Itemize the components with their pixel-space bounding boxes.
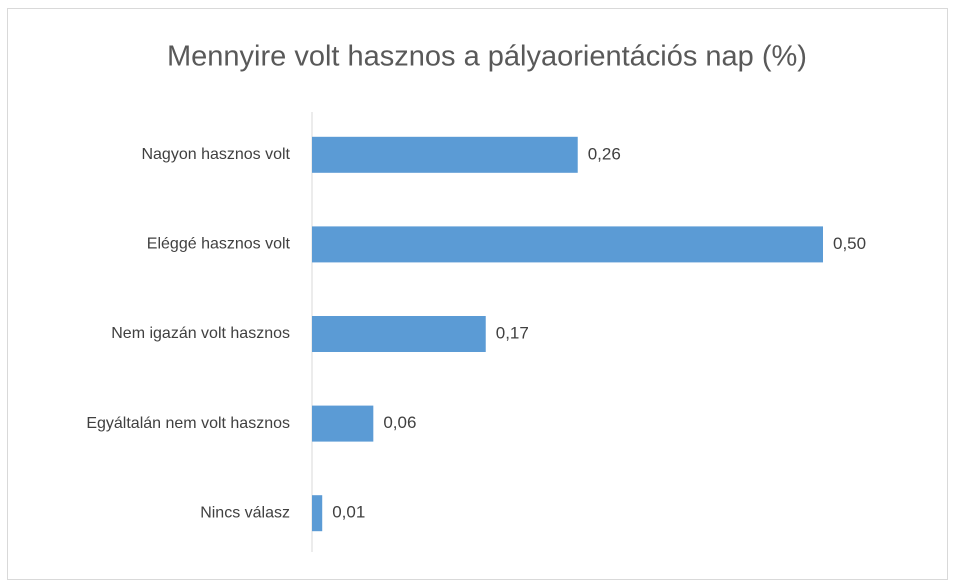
- data-label: 0,50: [833, 234, 866, 253]
- data-label: 0,01: [332, 503, 365, 522]
- bar: [312, 226, 823, 263]
- data-label: 0,17: [496, 323, 529, 342]
- category-label: Nincs válasz: [200, 504, 290, 521]
- data-label: 0,26: [588, 144, 621, 163]
- chart-border: [7, 8, 948, 580]
- category-label: Eléggé hasznos volt: [147, 236, 291, 253]
- bar: [312, 495, 323, 532]
- data-label: 0,06: [383, 413, 416, 432]
- chart-title: Mennyire volt hasznos a pályaorientációs…: [167, 41, 807, 73]
- bar: [312, 316, 486, 352]
- category-label: Egyáltalán nem volt hasznos: [86, 415, 290, 432]
- category-label: Nagyon hasznos volt: [141, 146, 290, 163]
- bar: [312, 136, 578, 173]
- bar: [312, 405, 374, 442]
- category-label: Nem igazán volt hasznos: [111, 325, 290, 342]
